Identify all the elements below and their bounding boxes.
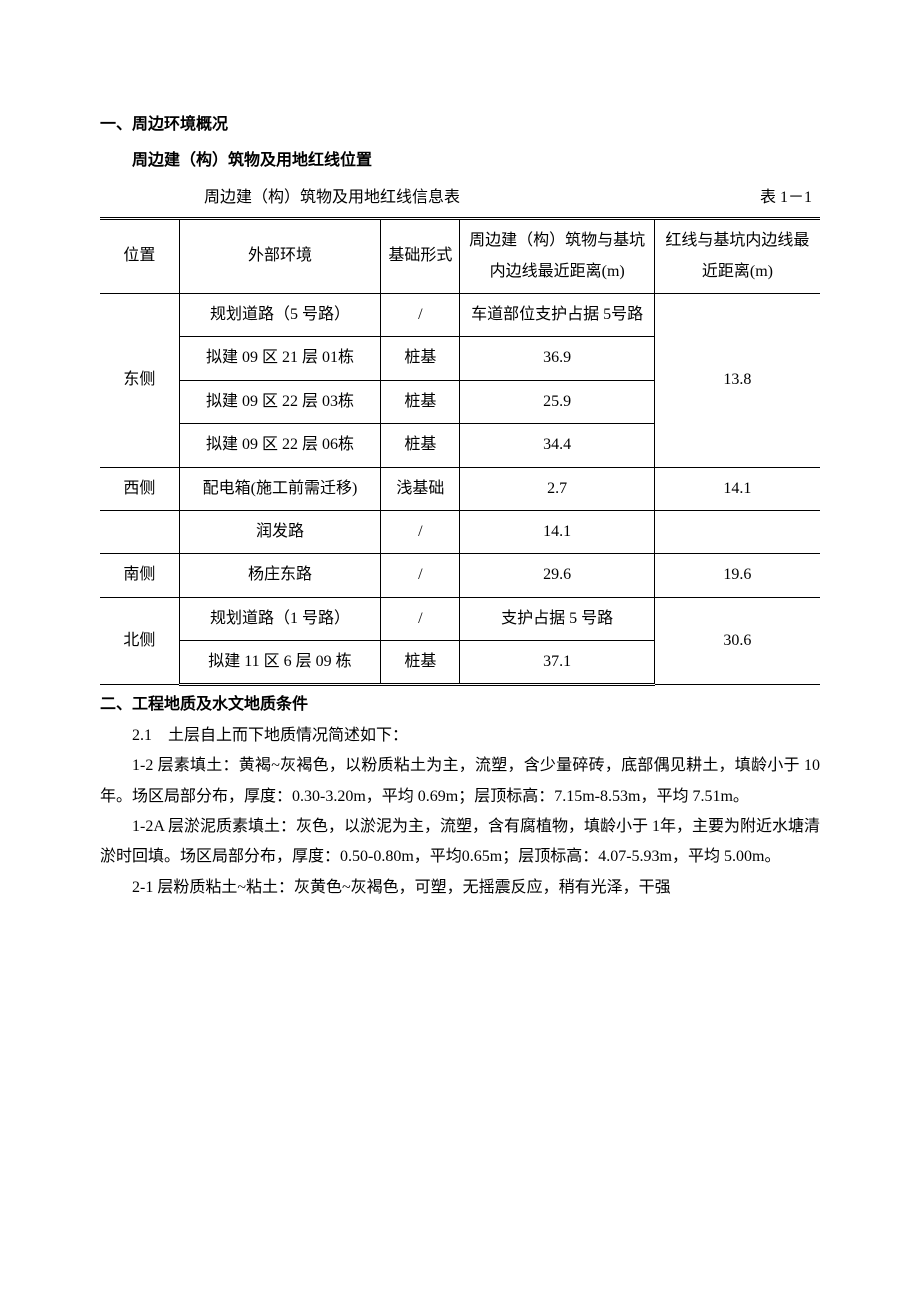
cell-env: 拟建 09 区 22 层 06栋 bbox=[179, 424, 381, 467]
cell-pos: 北侧 bbox=[100, 597, 179, 685]
cell-pos bbox=[100, 510, 179, 553]
cell-dist: 34.4 bbox=[460, 424, 654, 467]
para-1-2: 1-2 层素填土：黄褐~灰褐色，以粉质粘土为主，流塑，含少量碎砖，底部偶见耕土，… bbox=[100, 751, 820, 812]
cell-red bbox=[654, 510, 820, 553]
col-header-red: 红线与基坑内边线最近距离(m) bbox=[654, 219, 820, 294]
para-2-1b: 2-1 层粉质粘土~粘土：灰黄色~灰褐色，可塑，无摇震反应，稍有光泽，干强 bbox=[100, 873, 820, 903]
section2-title: 二、工程地质及水文地质条件 bbox=[100, 690, 820, 720]
cell-red: 19.6 bbox=[654, 554, 820, 597]
cell-env: 规划道路（5 号路） bbox=[179, 293, 381, 336]
cell-dist: 车道部位支护占据 5号路 bbox=[460, 293, 654, 336]
cell-base: / bbox=[381, 510, 460, 553]
para-1-2a: 1-2A 层淤泥质素填土：灰色，以淤泥为主，流塑，含有腐植物，填龄小于 1年，主… bbox=[100, 812, 820, 873]
table-number: 表 1－1 bbox=[760, 183, 812, 213]
col-header-env: 外部环境 bbox=[179, 219, 381, 294]
cell-pos: 南侧 bbox=[100, 554, 179, 597]
cell-base: 浅基础 bbox=[381, 467, 460, 510]
table-caption: 周边建（构）筑物及用地红线信息表 bbox=[204, 183, 460, 213]
cell-pos: 西侧 bbox=[100, 467, 179, 510]
section1-subtitle: 周边建（构）筑物及用地红线位置 bbox=[100, 146, 820, 176]
cell-dist: 14.1 bbox=[460, 510, 654, 553]
section1-title: 一、周边环境概况 bbox=[100, 110, 820, 140]
cell-env: 配电箱(施工前需迁移) bbox=[179, 467, 381, 510]
table-row: 润发路/14.1 bbox=[100, 510, 820, 553]
table-row: 西侧配电箱(施工前需迁移)浅基础2.714.1 bbox=[100, 467, 820, 510]
table-row: 南侧杨庄东路/29.619.6 bbox=[100, 554, 820, 597]
col-header-dist: 周边建（构）筑物与基坑内边线最近距离(m) bbox=[460, 219, 654, 294]
cell-base: / bbox=[381, 293, 460, 336]
cell-base: / bbox=[381, 554, 460, 597]
cell-base: 桩基 bbox=[381, 424, 460, 467]
cell-env: 规划道路（1 号路） bbox=[179, 597, 381, 640]
cell-red: 14.1 bbox=[654, 467, 820, 510]
cell-dist: 支护占据 5 号路 bbox=[460, 597, 654, 640]
table-header-row: 位置 外部环境 基础形式 周边建（构）筑物与基坑内边线最近距离(m) 红线与基坑… bbox=[100, 219, 820, 294]
cell-dist: 29.6 bbox=[460, 554, 654, 597]
cell-base: 桩基 bbox=[381, 380, 460, 423]
cell-env: 润发路 bbox=[179, 510, 381, 553]
cell-env: 拟建 09 区 21 层 01栋 bbox=[179, 337, 381, 380]
cell-dist: 25.9 bbox=[460, 380, 654, 423]
table-row: 东侧规划道路（5 号路）/车道部位支护占据 5号路13.8 bbox=[100, 293, 820, 336]
cell-base: 桩基 bbox=[381, 337, 460, 380]
col-header-pos: 位置 bbox=[100, 219, 179, 294]
col-header-base: 基础形式 bbox=[381, 219, 460, 294]
cell-env: 拟建 11 区 6 层 09 栋 bbox=[179, 641, 381, 685]
cell-base: 桩基 bbox=[381, 641, 460, 685]
cell-red: 30.6 bbox=[654, 597, 820, 685]
cell-red: 13.8 bbox=[654, 293, 820, 467]
cell-pos: 东侧 bbox=[100, 293, 179, 467]
table-body: 东侧规划道路（5 号路）/车道部位支护占据 5号路13.8拟建 09 区 21 … bbox=[100, 293, 820, 685]
info-table: 位置 外部环境 基础形式 周边建（构）筑物与基坑内边线最近距离(m) 红线与基坑… bbox=[100, 217, 820, 686]
cell-dist: 36.9 bbox=[460, 337, 654, 380]
para-2-1: 2.1 土层自上而下地质情况简述如下： bbox=[100, 721, 820, 751]
cell-base: / bbox=[381, 597, 460, 640]
table-row: 北侧规划道路（1 号路）/支护占据 5 号路30.6 bbox=[100, 597, 820, 640]
cell-env: 拟建 09 区 22 层 03栋 bbox=[179, 380, 381, 423]
cell-dist: 37.1 bbox=[460, 641, 654, 685]
cell-dist: 2.7 bbox=[460, 467, 654, 510]
cell-env: 杨庄东路 bbox=[179, 554, 381, 597]
table-caption-row: 周边建（构）筑物及用地红线信息表 表 1－1 bbox=[100, 183, 820, 213]
